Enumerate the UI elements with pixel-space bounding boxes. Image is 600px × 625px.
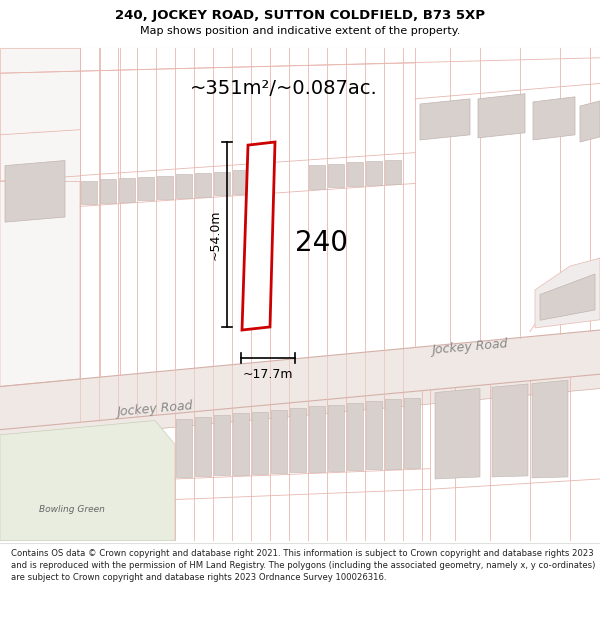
Polygon shape	[366, 401, 382, 469]
Polygon shape	[328, 164, 344, 188]
Polygon shape	[0, 181, 80, 386]
Polygon shape	[366, 161, 382, 185]
Polygon shape	[580, 101, 600, 142]
Polygon shape	[420, 99, 470, 140]
Polygon shape	[100, 179, 116, 203]
Polygon shape	[385, 160, 401, 184]
Polygon shape	[214, 172, 230, 195]
Polygon shape	[540, 274, 595, 320]
Polygon shape	[176, 419, 192, 477]
Polygon shape	[535, 258, 600, 328]
Polygon shape	[233, 170, 249, 194]
Text: 240, JOCKEY ROAD, SUTTON COLDFIELD, B73 5XP: 240, JOCKEY ROAD, SUTTON COLDFIELD, B73 …	[115, 9, 485, 22]
Text: ~17.7m: ~17.7m	[243, 368, 293, 381]
Text: ~54.0m: ~54.0m	[209, 209, 222, 260]
Polygon shape	[195, 417, 211, 476]
Polygon shape	[119, 178, 135, 202]
Polygon shape	[5, 161, 65, 222]
Polygon shape	[328, 404, 344, 471]
Polygon shape	[214, 415, 230, 476]
Text: ~351m²/~0.087ac.: ~351m²/~0.087ac.	[190, 79, 378, 98]
Polygon shape	[347, 403, 363, 470]
Polygon shape	[347, 162, 363, 186]
Polygon shape	[252, 412, 268, 474]
Polygon shape	[492, 384, 528, 477]
Polygon shape	[271, 410, 287, 473]
Polygon shape	[532, 380, 568, 478]
Polygon shape	[0, 421, 175, 541]
Polygon shape	[533, 97, 575, 140]
Polygon shape	[242, 142, 275, 330]
Polygon shape	[0, 48, 80, 181]
Text: Jockey Road: Jockey Road	[116, 399, 194, 419]
Polygon shape	[0, 330, 600, 429]
Text: Contains OS data © Crown copyright and database right 2021. This information is : Contains OS data © Crown copyright and d…	[11, 549, 595, 582]
Text: Map shows position and indicative extent of the property.: Map shows position and indicative extent…	[140, 26, 460, 36]
Text: Bowling Green: Bowling Green	[39, 505, 105, 514]
Polygon shape	[478, 94, 525, 138]
Polygon shape	[195, 173, 211, 196]
Polygon shape	[309, 165, 325, 189]
Polygon shape	[138, 177, 154, 201]
Text: Jockey Road: Jockey Road	[431, 338, 509, 357]
Polygon shape	[233, 413, 249, 474]
Polygon shape	[435, 388, 480, 479]
Polygon shape	[81, 181, 97, 204]
Polygon shape	[309, 406, 325, 472]
Polygon shape	[404, 398, 420, 468]
Polygon shape	[0, 374, 600, 443]
Polygon shape	[290, 408, 306, 472]
Polygon shape	[176, 174, 192, 198]
Polygon shape	[157, 176, 173, 199]
Text: 240: 240	[295, 229, 348, 257]
Polygon shape	[385, 399, 401, 469]
